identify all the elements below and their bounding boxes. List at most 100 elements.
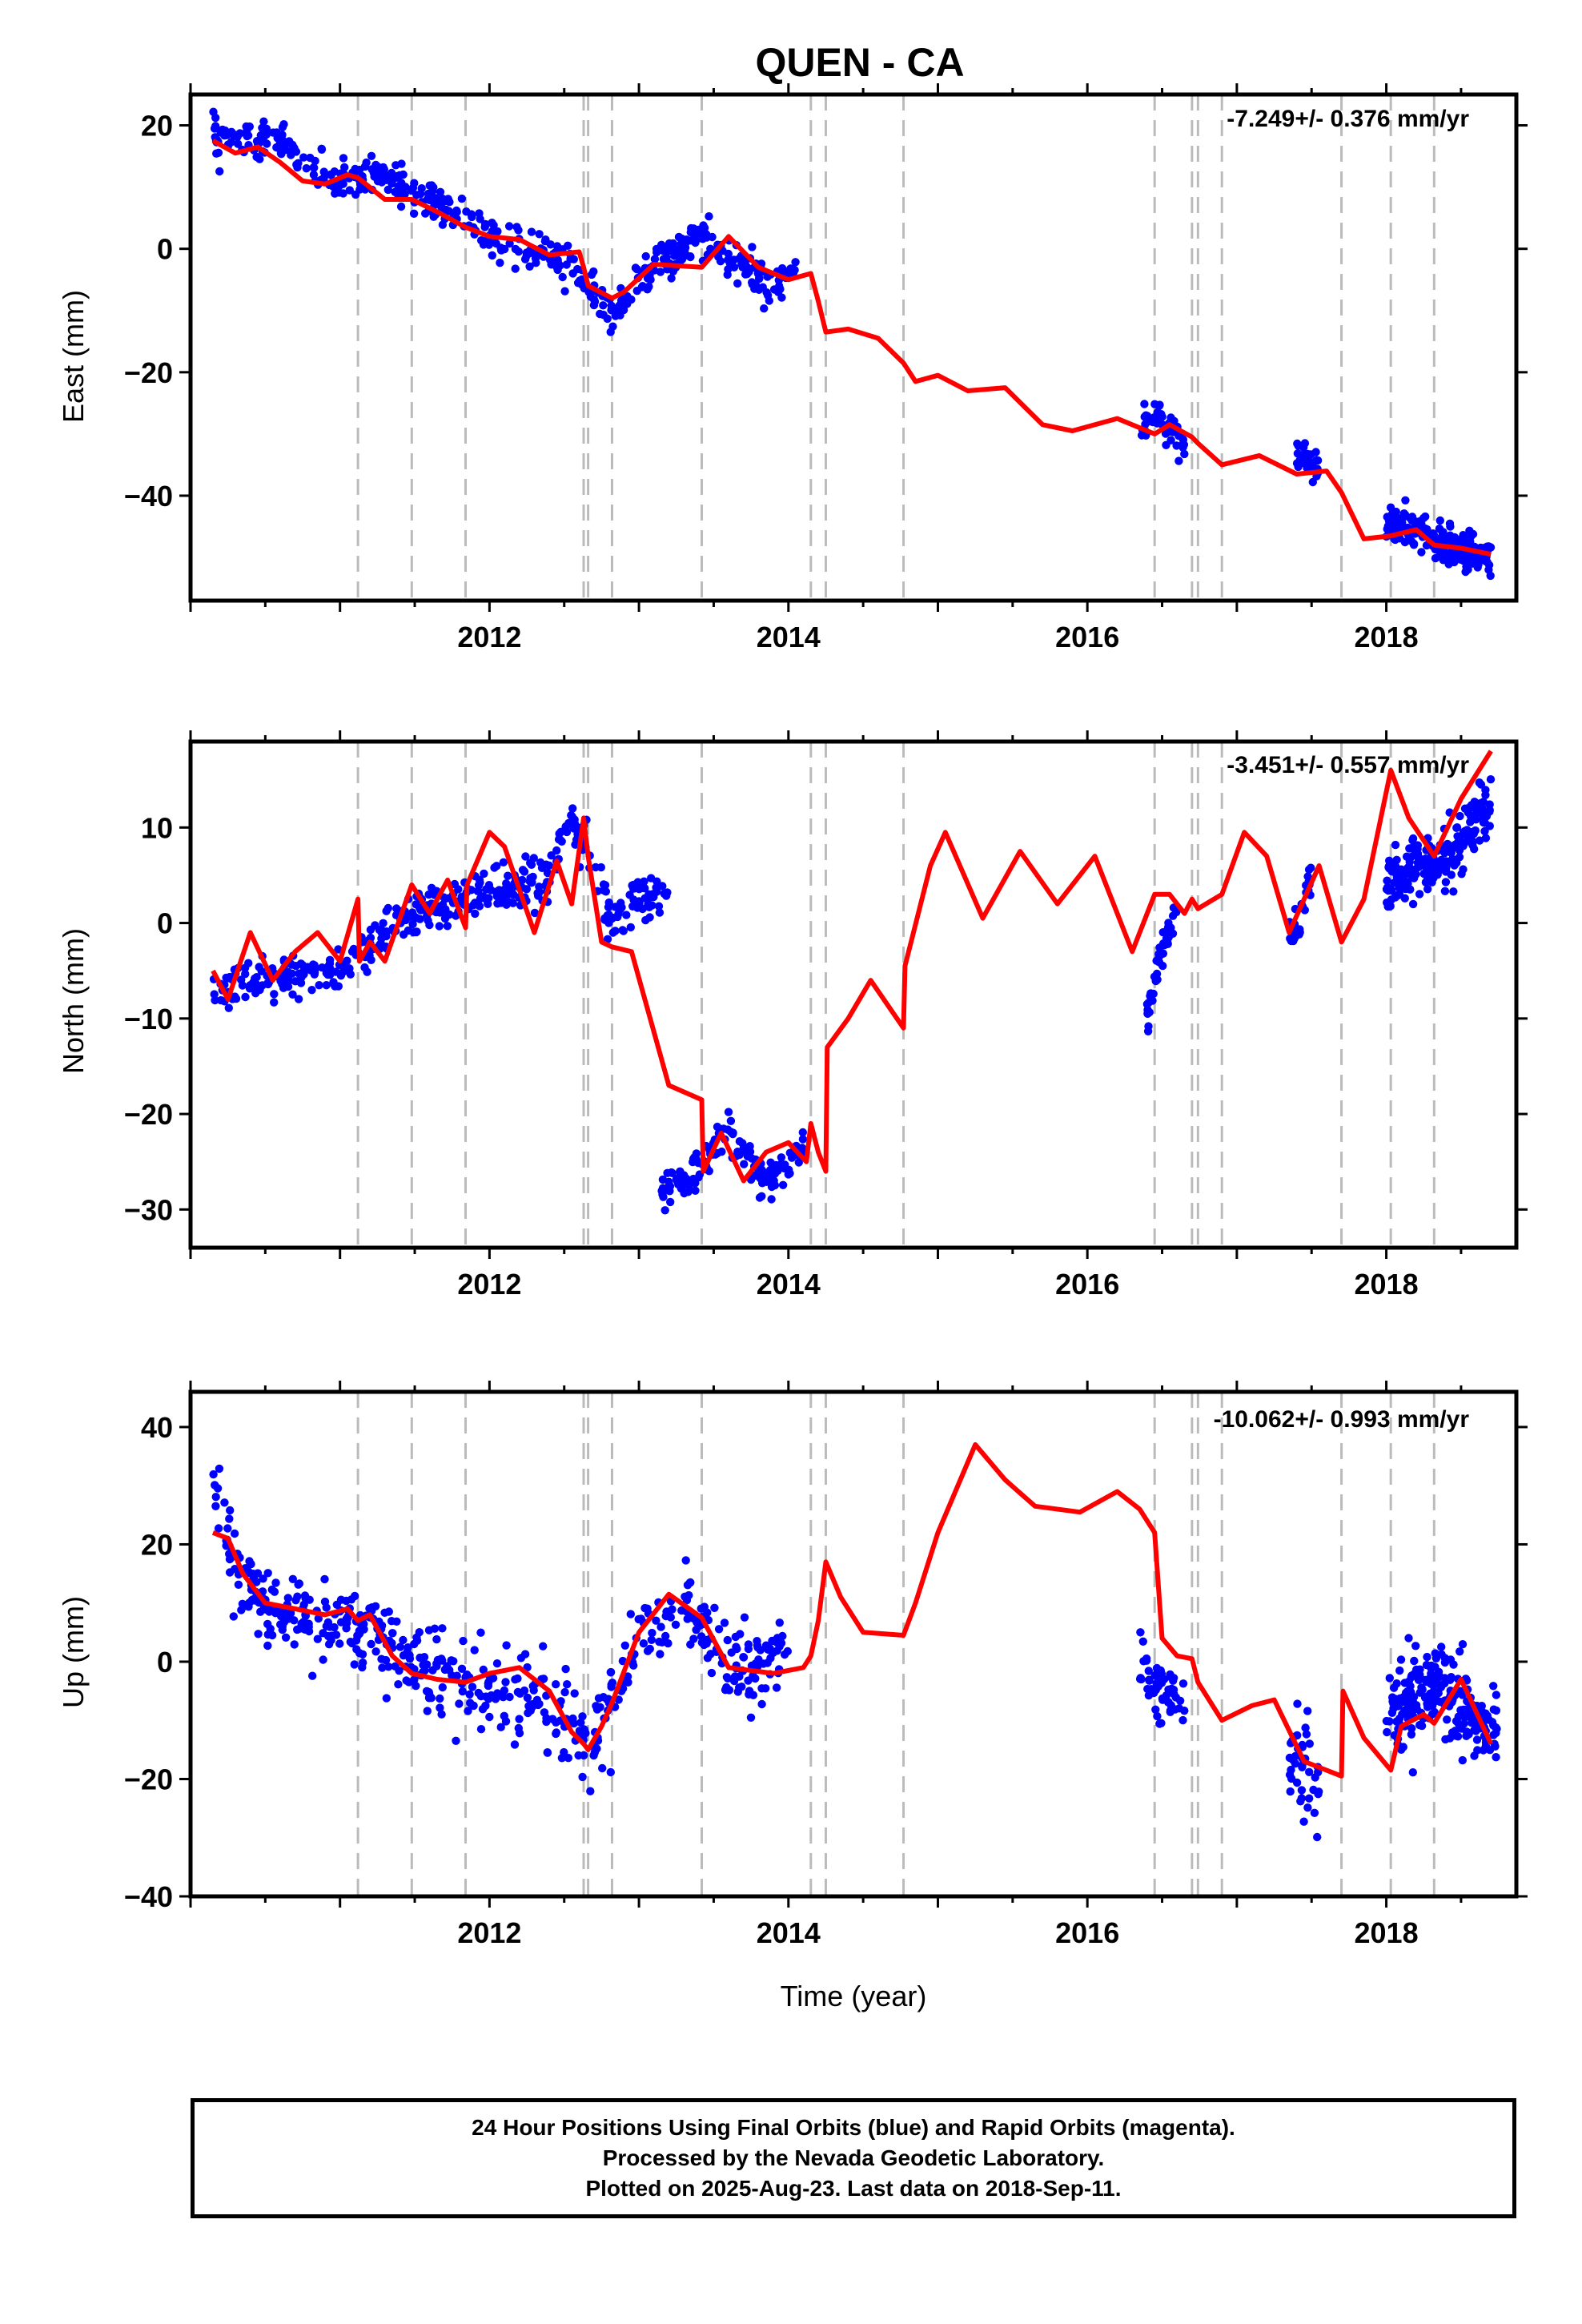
east-data-point bbox=[214, 148, 223, 157]
caption-line-2: Processed by the Nevada Geodetic Laborat… bbox=[602, 2145, 1105, 2170]
up-data-point bbox=[1404, 1634, 1413, 1642]
north-data-point bbox=[601, 887, 610, 896]
east-data-point bbox=[292, 160, 301, 169]
east-plot-area bbox=[209, 94, 1496, 601]
east-data-point bbox=[449, 211, 458, 219]
east-data-point bbox=[760, 304, 769, 313]
up-data-point bbox=[225, 1568, 235, 1577]
up-data-point bbox=[581, 1729, 590, 1738]
up-data-point bbox=[259, 1574, 267, 1583]
up-data-point bbox=[1174, 1704, 1184, 1713]
up-data-point bbox=[780, 1650, 789, 1659]
up-data-point bbox=[1293, 1699, 1302, 1708]
up-data-point bbox=[1458, 1755, 1468, 1765]
north-data-point bbox=[1481, 790, 1490, 799]
up-data-point bbox=[592, 1705, 602, 1714]
up-data-point bbox=[459, 1636, 468, 1646]
up-data-point bbox=[447, 1656, 456, 1665]
east-x-tick-label: 2012 bbox=[457, 621, 521, 653]
east-data-point bbox=[1174, 456, 1183, 465]
east-data-point bbox=[1472, 553, 1481, 561]
north-y-axis-label: North (mm) bbox=[57, 928, 90, 1074]
up-data-point bbox=[432, 1634, 441, 1644]
north-data-point bbox=[241, 992, 250, 1002]
east-data-point bbox=[1400, 510, 1410, 519]
east-y-tick-label: −20 bbox=[124, 356, 173, 389]
east-data-point bbox=[1445, 519, 1455, 529]
up-data-point bbox=[608, 1679, 617, 1687]
north-data-point bbox=[263, 979, 272, 989]
up-data-point bbox=[556, 1697, 565, 1706]
up-data-point bbox=[648, 1628, 656, 1638]
up-data-point bbox=[419, 1660, 428, 1670]
up-data-point bbox=[501, 1717, 511, 1726]
north-data-point bbox=[763, 1173, 772, 1183]
up-data-point bbox=[662, 1607, 671, 1616]
up-data-point bbox=[656, 1650, 665, 1659]
north-data-point bbox=[757, 1192, 766, 1201]
up-data-point bbox=[294, 1580, 303, 1589]
east-data-point bbox=[299, 153, 308, 162]
up-data-point bbox=[1408, 1768, 1418, 1777]
up-data-point bbox=[1485, 1746, 1495, 1755]
east-data-point bbox=[1484, 561, 1494, 569]
north-data-point bbox=[376, 925, 386, 934]
up-data-point bbox=[1479, 1746, 1488, 1755]
up-data-point bbox=[261, 1605, 271, 1614]
up-data-point bbox=[656, 1622, 665, 1631]
north-data-point bbox=[641, 915, 650, 925]
east-data-point bbox=[351, 190, 360, 199]
east-data-point bbox=[631, 263, 640, 272]
east-data-point bbox=[553, 255, 562, 264]
up-data-point bbox=[685, 1578, 694, 1587]
north-data-point bbox=[618, 926, 627, 935]
up-data-point bbox=[1169, 1676, 1178, 1685]
north-data-point bbox=[1156, 951, 1165, 959]
up-data-point bbox=[405, 1655, 415, 1663]
north-data-point bbox=[777, 1153, 786, 1162]
up-data-point bbox=[1430, 1707, 1439, 1717]
up-data-point bbox=[1383, 1727, 1391, 1737]
up-y-tick-label: 0 bbox=[157, 1646, 173, 1679]
up-y-tick-label: 20 bbox=[141, 1528, 173, 1561]
east-data-point bbox=[476, 236, 486, 245]
east-data-point bbox=[681, 243, 690, 252]
up-data-point bbox=[211, 1502, 220, 1511]
up-data-point bbox=[351, 1591, 359, 1601]
up-data-point bbox=[485, 1712, 494, 1722]
east-data-point bbox=[339, 154, 348, 163]
north-data-point bbox=[658, 1190, 667, 1200]
east-data-point bbox=[729, 263, 739, 271]
up-data-point bbox=[1145, 1675, 1154, 1684]
east-data-point bbox=[1450, 557, 1459, 567]
up-data-point bbox=[330, 1622, 339, 1632]
east-data-point bbox=[617, 296, 626, 305]
east-data-point bbox=[527, 227, 536, 236]
up-data-point bbox=[510, 1740, 520, 1749]
east-data-point bbox=[1484, 542, 1493, 551]
east-data-point bbox=[310, 163, 319, 172]
up-data-point bbox=[1492, 1724, 1501, 1733]
east-data-point bbox=[492, 239, 500, 248]
up-data-point bbox=[226, 1506, 235, 1515]
up-data-point bbox=[500, 1686, 509, 1695]
east-data-point bbox=[396, 202, 406, 211]
north-data-point bbox=[750, 1171, 760, 1180]
east-data-point bbox=[468, 212, 476, 222]
up-data-point bbox=[1423, 1652, 1431, 1662]
up-data-point bbox=[469, 1701, 478, 1711]
up-data-point bbox=[402, 1676, 411, 1685]
east-data-point bbox=[652, 247, 661, 257]
east-data-point bbox=[748, 280, 757, 289]
up-data-point bbox=[249, 1573, 258, 1582]
north-data-point bbox=[1164, 919, 1173, 927]
up-data-point bbox=[377, 1655, 386, 1663]
north-y-tick-label: −30 bbox=[124, 1193, 173, 1226]
north-data-point bbox=[1485, 806, 1495, 814]
up-data-point bbox=[1303, 1707, 1312, 1715]
up-data-point bbox=[436, 1703, 444, 1712]
up-data-point bbox=[1395, 1666, 1404, 1675]
east-data-point bbox=[1464, 560, 1472, 569]
up-data-point bbox=[528, 1682, 537, 1691]
up-data-point bbox=[211, 1493, 220, 1502]
